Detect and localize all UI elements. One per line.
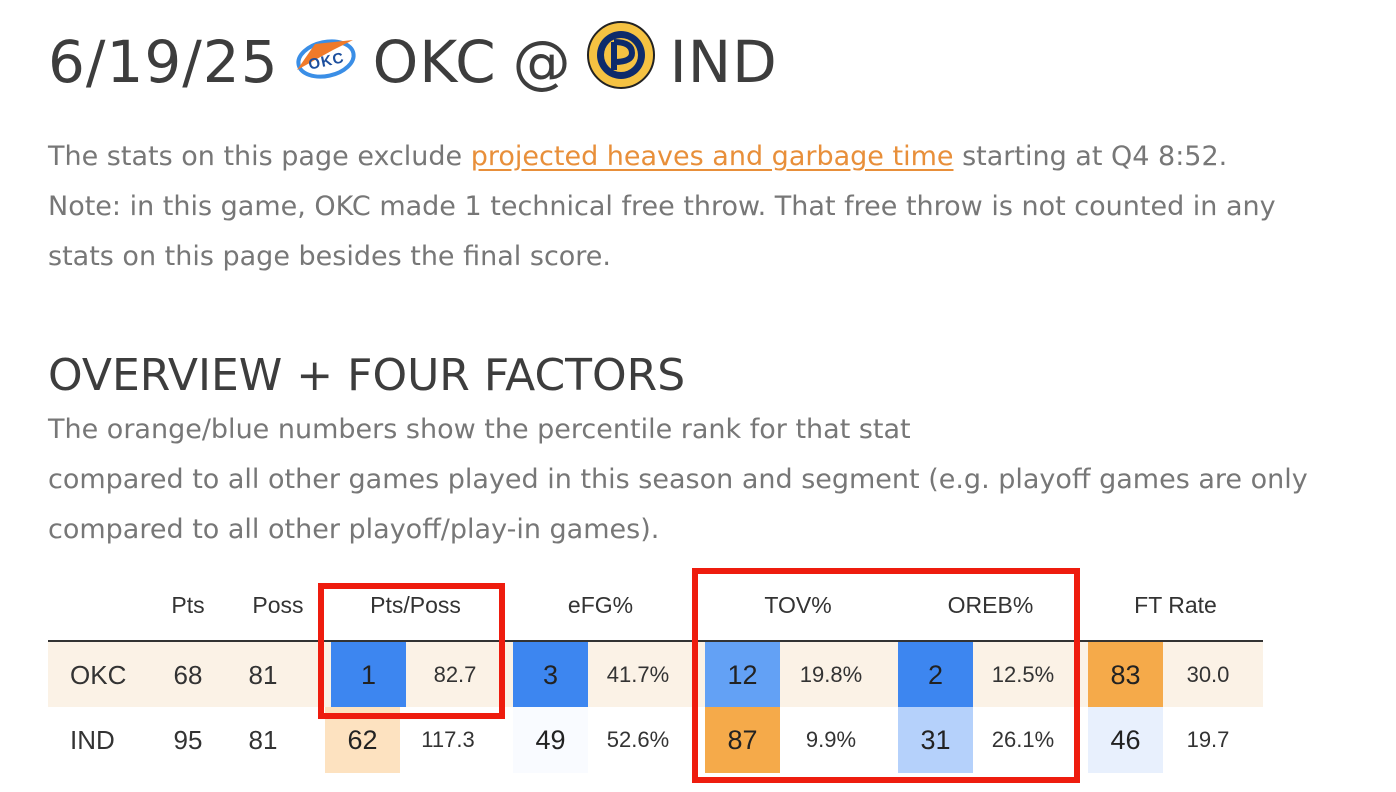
col-efg: eFG% bbox=[567, 592, 634, 618]
col-oreb: OREB% bbox=[947, 592, 1034, 618]
table-header: Pts Poss Pts/Poss eFG% TOV% OREB% FT Rat… bbox=[48, 580, 1263, 632]
intro-suffix: starting at Q4 8:52. bbox=[953, 141, 1228, 172]
pts-value: 95 bbox=[173, 725, 203, 755]
oreb-rank: 2 bbox=[898, 642, 973, 708]
team-name: OKC bbox=[70, 660, 127, 690]
ft-rate-rank: 83 bbox=[1088, 642, 1163, 708]
table-row-ind: IND 95 81 62 117.3 49 52.6% 87 9.9% 31 2… bbox=[48, 707, 1263, 773]
intro-note: Note: in this game, OKC made 1 technical… bbox=[48, 191, 1276, 272]
section-desc-line2: compared to all other games played in th… bbox=[48, 464, 1308, 545]
efg-rank: 3 bbox=[513, 642, 588, 708]
section-desc-line1: The orange/blue numbers show the percent… bbox=[48, 414, 911, 445]
pacers-logo-icon bbox=[586, 20, 656, 104]
col-ft-rate: FT Rate bbox=[1134, 592, 1217, 618]
intro-text: The stats on this page exclude projected… bbox=[48, 132, 1348, 282]
garbage-time-link[interactable]: projected heaves and garbage time bbox=[470, 141, 954, 172]
col-pts-poss: Pts/Poss bbox=[370, 592, 461, 618]
efg-value: 41.7% bbox=[606, 662, 670, 687]
oreb-value: 26.1% bbox=[991, 727, 1055, 752]
pts-poss-value: 117.3 bbox=[421, 727, 475, 752]
pts-poss-value: 82.7 bbox=[433, 662, 477, 687]
col-pts: Pts bbox=[171, 592, 205, 618]
section-description: The orange/blue numbers show the percent… bbox=[48, 405, 1368, 555]
home-team: IND bbox=[669, 28, 778, 96]
pts-value: 68 bbox=[173, 660, 203, 690]
efg-value: 52.6% bbox=[606, 727, 670, 752]
efg-rank: 49 bbox=[513, 707, 588, 773]
intro-prefix: The stats on this page exclude bbox=[48, 141, 471, 172]
pts-poss-rank: 62 bbox=[325, 707, 400, 773]
ft-rate-rank: 46 bbox=[1088, 707, 1163, 773]
at-sign: @ bbox=[512, 28, 572, 96]
team-name: IND bbox=[70, 725, 115, 755]
poss-value: 81 bbox=[248, 660, 278, 690]
game-date: 6/19/25 bbox=[48, 28, 279, 96]
game-title: 6/19/25 OKC OKC @ IND bbox=[48, 20, 778, 104]
pts-poss-rank: 1 bbox=[331, 642, 406, 708]
tov-rank: 87 bbox=[705, 707, 780, 773]
away-team: OKC bbox=[372, 28, 497, 96]
ft-rate-value: 30.0 bbox=[1186, 662, 1230, 687]
poss-value: 81 bbox=[248, 725, 278, 755]
tov-value: 9.9% bbox=[805, 727, 857, 752]
table-row-okc: OKC 68 81 1 82.7 3 41.7% 12 19.8% 2 12.5… bbox=[48, 640, 1263, 708]
tov-rank: 12 bbox=[705, 642, 780, 708]
oreb-value: 12.5% bbox=[991, 662, 1055, 687]
okc-logo-icon: OKC bbox=[293, 28, 359, 96]
ft-rate-value: 19.7 bbox=[1186, 727, 1230, 752]
oreb-rank: 31 bbox=[898, 707, 973, 773]
col-poss: Poss bbox=[252, 592, 304, 618]
section-title: OVERVIEW + FOUR FACTORS bbox=[48, 350, 686, 401]
col-tov: TOV% bbox=[764, 592, 832, 618]
tov-value: 19.8% bbox=[799, 662, 863, 687]
